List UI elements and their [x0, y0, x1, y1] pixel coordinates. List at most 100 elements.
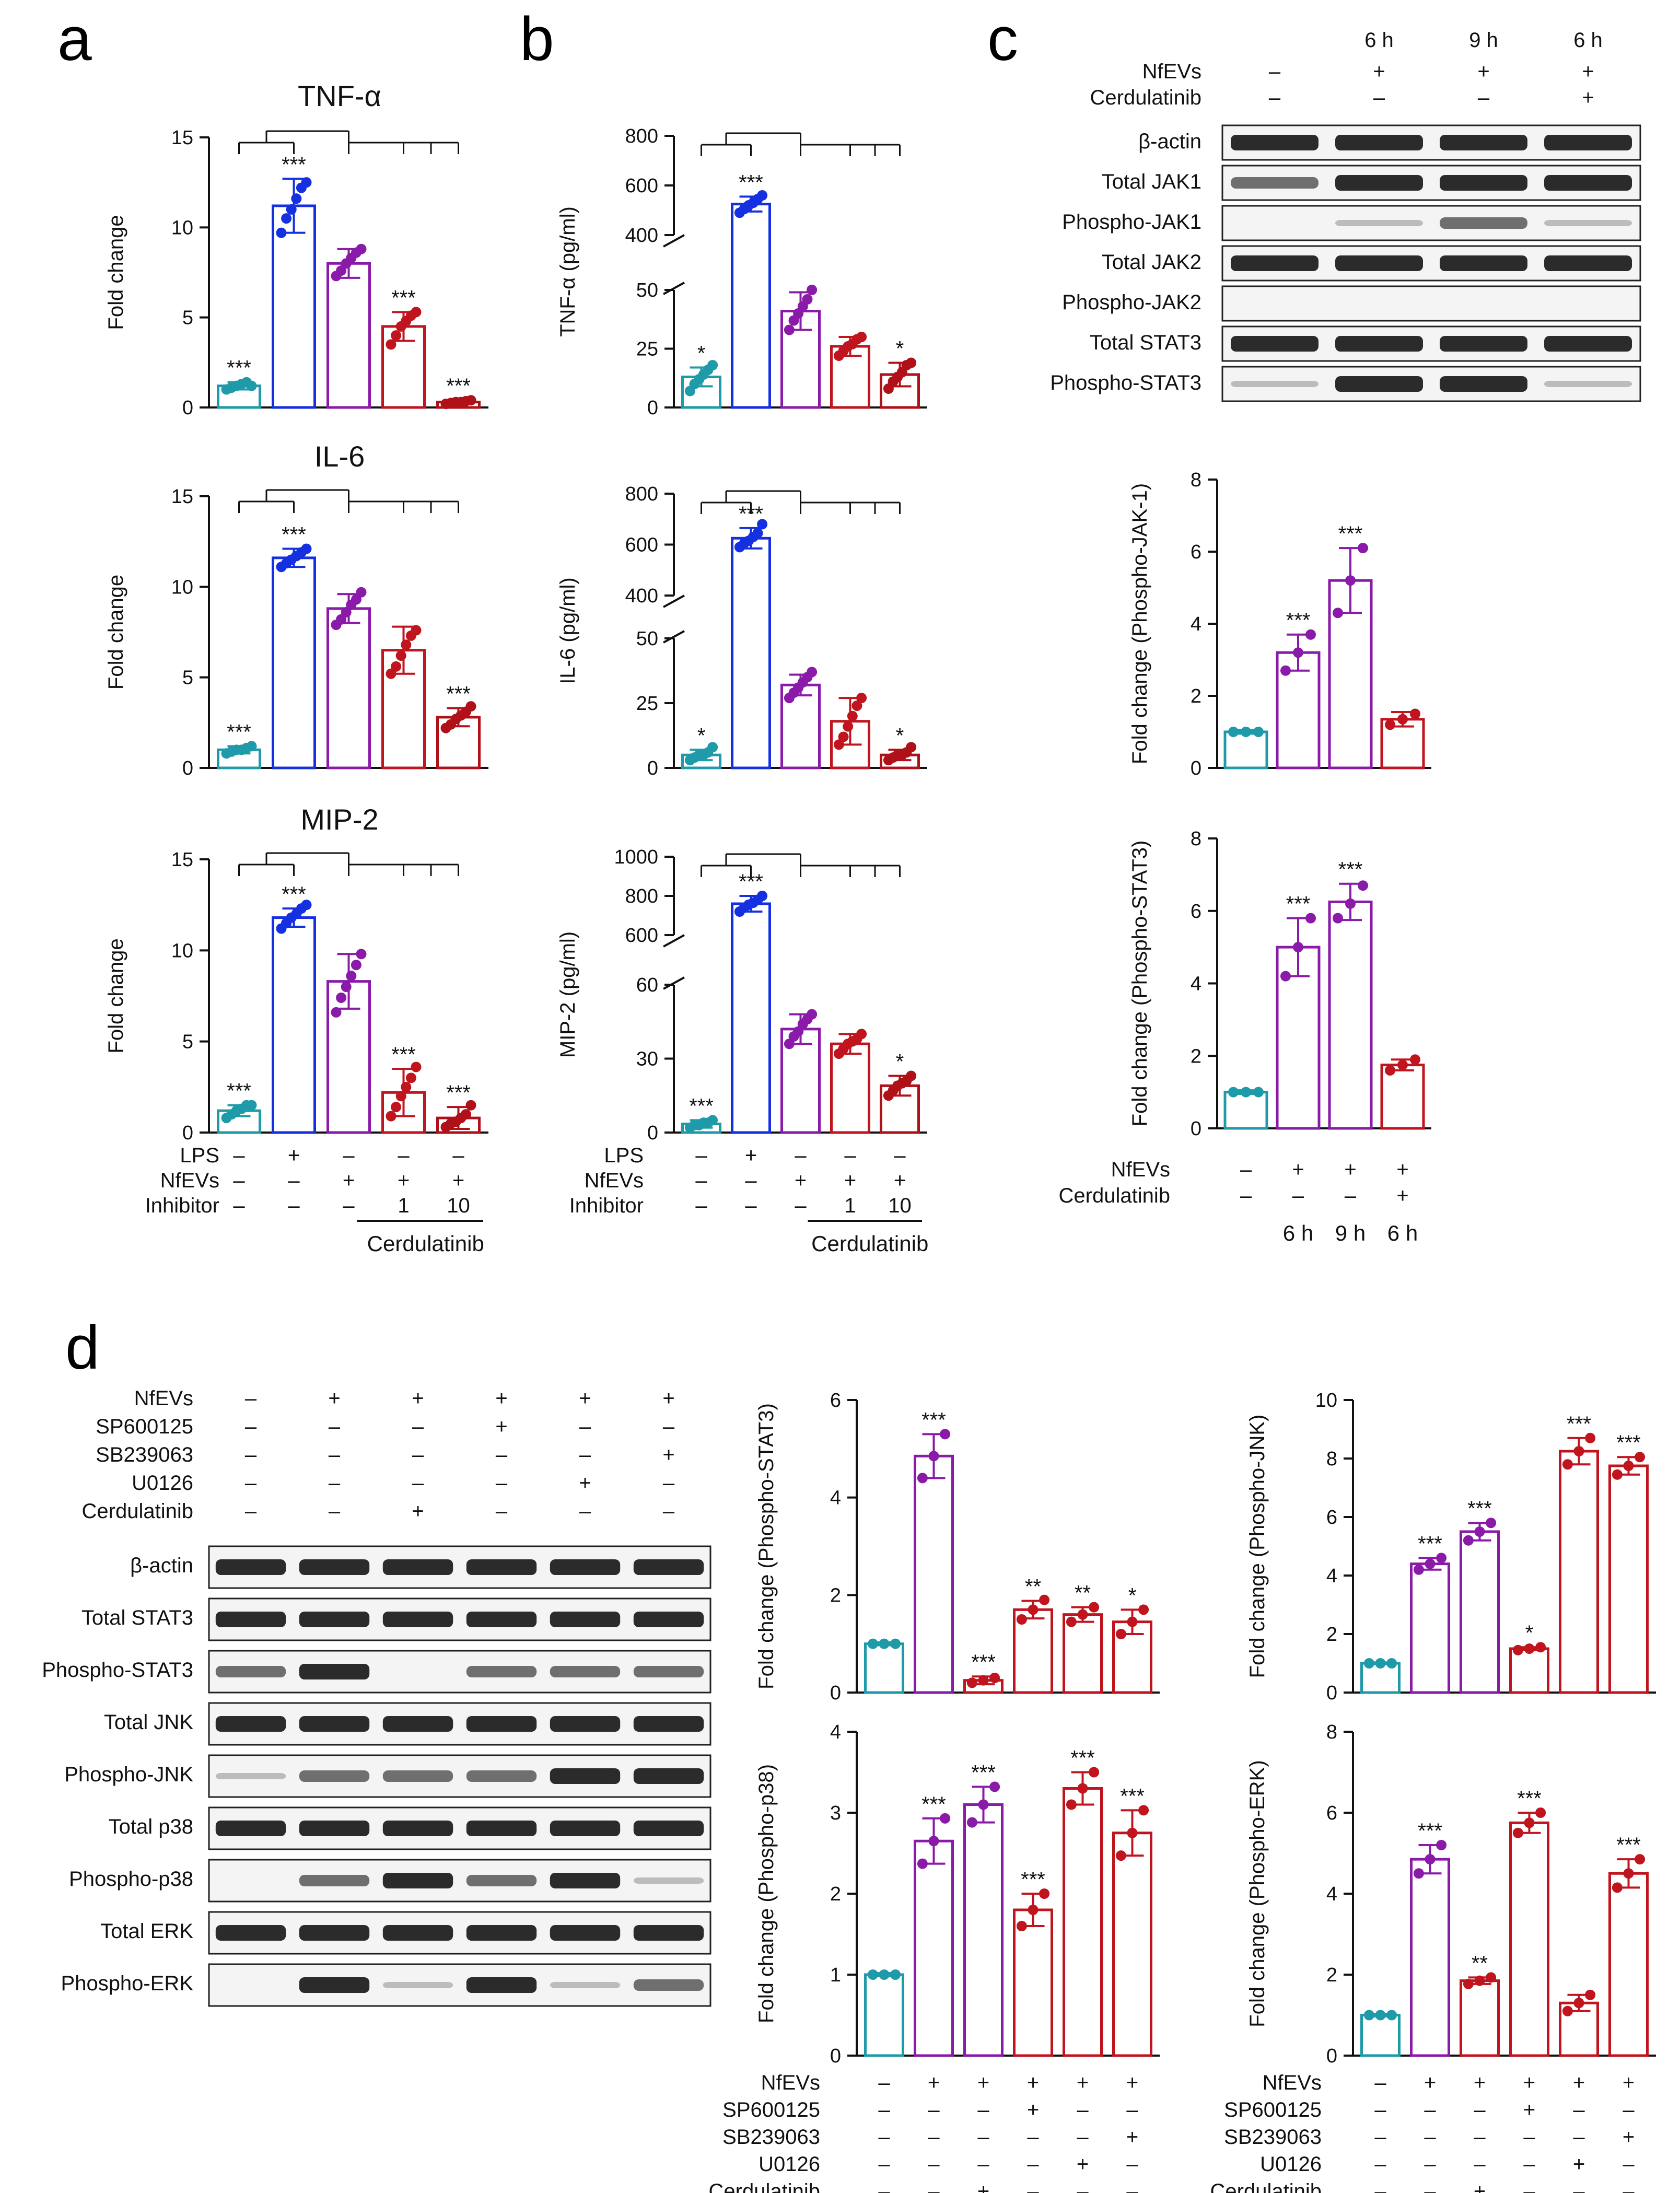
time-label: 6 h	[1283, 1221, 1313, 1245]
condition-value: –	[1474, 2153, 1486, 2176]
data-point	[1089, 1767, 1100, 1778]
blot-d-7-frame	[208, 1911, 711, 1955]
condition-label: SB239063	[96, 1443, 193, 1466]
condition-value: –	[233, 1194, 245, 1217]
data-point	[1066, 1799, 1077, 1810]
blot-label: Total STAT3	[81, 1606, 193, 1629]
data-point	[1115, 1629, 1126, 1639]
data-point	[405, 1072, 416, 1083]
data-point	[1436, 1553, 1447, 1564]
condition-label: SB239063	[722, 2126, 820, 2149]
condition-label: NfEVs	[1142, 60, 1201, 83]
condition-value: –	[1027, 2126, 1039, 2149]
chart-a1: 0 5 10 15 Fold change TNF-α *** *** *** ***	[104, 79, 488, 419]
condition-value: –	[844, 1144, 856, 1167]
blot-d-5-band	[215, 1821, 286, 1836]
data-point	[1375, 1658, 1386, 1669]
blot-d-6-frame	[208, 1859, 711, 1903]
y-tick-label: 15	[171, 486, 193, 508]
data-point	[906, 742, 917, 753]
y-tick-label: 4	[1191, 973, 1201, 995]
significance-marker: ***	[971, 1761, 996, 1784]
condition-value: +	[928, 2071, 940, 2094]
blot-c-6-frame	[1221, 366, 1641, 402]
data-point	[1138, 1604, 1149, 1615]
blot-d-5-band	[299, 1821, 370, 1836]
data-point	[1363, 1658, 1374, 1669]
blot-c-4-frame	[1221, 285, 1641, 322]
condition-value: +	[412, 1387, 424, 1410]
condition-value: –	[245, 1443, 257, 1466]
significance-marker: ***	[227, 720, 251, 743]
y-tick-label: 0	[1191, 1118, 1201, 1140]
data-point	[411, 625, 422, 636]
bar	[1410, 1562, 1450, 1694]
data-point	[1345, 575, 1356, 586]
condition-value: +	[844, 1169, 856, 1192]
blot-d-4-band	[550, 1768, 621, 1784]
condition-value: –	[878, 2098, 890, 2121]
significance-marker: ***	[1021, 1868, 1045, 1891]
condition-value: +	[795, 1169, 807, 1192]
condition-value: –	[245, 1500, 257, 1523]
panel-label-d: d	[65, 1313, 100, 1382]
significance-marker: *	[697, 342, 706, 365]
y-tick-label: 30	[636, 1048, 658, 1070]
condition-value: –	[928, 2126, 940, 2149]
data-point	[1612, 1469, 1623, 1480]
chart-d3: 0 1 2 3 4 Fold change (Phospho-p38) *** *** *** *…	[755, 1721, 1160, 2067]
condition-value: +	[1373, 60, 1385, 83]
y-tick-label: 0	[1326, 1682, 1337, 1704]
bar	[1460, 1530, 1500, 1694]
condition-value: –	[1374, 2126, 1386, 2149]
data-point	[917, 1473, 928, 1484]
data-point	[391, 330, 402, 341]
condition-value: +	[398, 1169, 410, 1192]
condition-value: –	[1623, 2098, 1635, 2121]
data-point	[1228, 727, 1239, 737]
data-point	[1524, 1643, 1535, 1654]
bar	[326, 262, 371, 409]
condition-value: +	[452, 1169, 464, 1192]
condition-value: +	[495, 1387, 507, 1410]
condition-value: –	[1478, 86, 1490, 109]
y-tick-label: 4	[1326, 1883, 1337, 1905]
data-point	[1585, 1989, 1596, 2000]
significance-marker: ***	[282, 883, 306, 906]
condition-value: –	[1474, 2126, 1486, 2149]
bar	[1223, 1091, 1268, 1130]
significance-marker: ***	[282, 153, 306, 176]
blot-d-5-band	[382, 1821, 453, 1836]
y-tick-label: 1000	[614, 846, 658, 868]
data-point	[928, 1451, 939, 1462]
data-point	[356, 243, 367, 254]
blot-d-8-frame	[208, 1963, 711, 2007]
bar	[272, 916, 316, 1134]
data-point	[807, 1009, 818, 1020]
blot-d-6-band	[382, 1873, 453, 1888]
y-tick-label: 2	[1191, 1045, 1201, 1067]
y-tick-label: 15	[171, 849, 193, 871]
data-point	[757, 891, 768, 901]
blot-c-6-band	[1231, 381, 1319, 387]
y-tick-label: 25	[636, 693, 658, 715]
condition-value: –	[1373, 86, 1385, 109]
condition-value: –	[452, 1144, 464, 1167]
data-point	[867, 1638, 878, 1649]
data-point	[395, 1091, 406, 1102]
blot-d-7-band	[382, 1925, 453, 1941]
condition-value: –	[1269, 86, 1281, 109]
blot-label: Total STAT3	[1090, 331, 1201, 354]
blot-d-1-band	[299, 1612, 370, 1627]
blot-d-8-band	[633, 1979, 704, 1991]
bar	[1013, 1908, 1053, 2057]
significance-marker: ***	[1616, 1431, 1641, 1454]
blot-label: Total JNK	[104, 1711, 193, 1734]
blot-c-5-band	[1335, 336, 1423, 352]
bar	[1410, 1858, 1450, 2057]
data-point	[906, 1070, 917, 1081]
condition-value: +	[412, 1500, 424, 1523]
significance-marker: ***	[1467, 1497, 1492, 1520]
condition-value: –	[1374, 2180, 1386, 2193]
